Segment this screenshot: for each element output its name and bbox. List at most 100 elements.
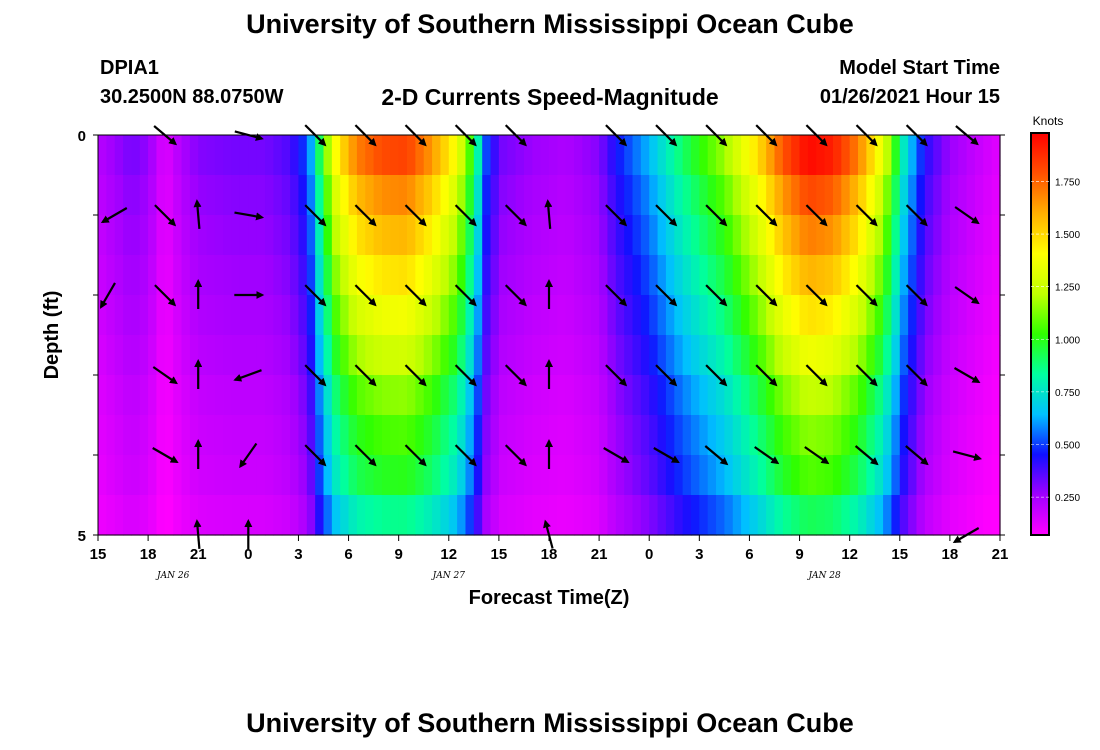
heatmap-cell bbox=[757, 375, 767, 416]
heatmap-cell bbox=[248, 495, 258, 536]
heatmap-cell bbox=[966, 135, 976, 176]
heatmap-cell bbox=[849, 495, 859, 536]
heatmap-cell bbox=[273, 495, 283, 536]
current-vector bbox=[100, 207, 128, 224]
heatmap-cell bbox=[574, 135, 584, 176]
heatmap-cell bbox=[716, 495, 725, 536]
heatmap-cell bbox=[858, 335, 867, 376]
heatmap-cell bbox=[490, 375, 500, 416]
heatmap-cell bbox=[599, 495, 609, 536]
heatmap-cell bbox=[599, 295, 609, 336]
heatmap-cell bbox=[223, 175, 233, 216]
heatmap-cell bbox=[465, 135, 475, 176]
current-vector bbox=[705, 364, 728, 387]
heatmap-cell bbox=[532, 175, 542, 216]
heatmap-cell bbox=[832, 415, 842, 456]
heatmap-cell bbox=[214, 495, 224, 536]
heatmap-cell bbox=[415, 295, 425, 336]
heatmap-cell bbox=[457, 175, 467, 216]
heatmap-cell bbox=[983, 255, 993, 296]
heatmap-cell bbox=[908, 415, 918, 456]
heatmap-cell bbox=[883, 175, 893, 216]
heatmap-cell bbox=[482, 135, 492, 176]
heatmap-cell bbox=[891, 415, 901, 456]
heatmap-cell bbox=[941, 455, 951, 496]
heatmap-cell bbox=[757, 295, 767, 336]
heatmap-cell bbox=[532, 495, 542, 536]
heatmap-cell bbox=[699, 255, 709, 296]
heatmap-cell bbox=[214, 455, 224, 496]
heatmap-cell bbox=[657, 415, 667, 456]
heatmap-cell bbox=[114, 295, 124, 336]
heatmap-cell bbox=[924, 375, 934, 416]
heatmap-cell bbox=[256, 415, 266, 456]
heatmap-cell bbox=[148, 175, 158, 216]
heatmap-cell bbox=[582, 335, 592, 376]
heatmap-cell bbox=[457, 415, 467, 456]
heatmap-cell bbox=[482, 375, 492, 416]
heatmap-cell bbox=[632, 375, 642, 416]
heatmap-cell bbox=[248, 415, 258, 456]
heatmap-cell bbox=[958, 135, 968, 176]
heatmap-cell bbox=[615, 295, 625, 336]
heatmap-cell bbox=[958, 375, 968, 416]
heatmap-cell bbox=[741, 135, 751, 176]
heatmap-cell bbox=[206, 415, 216, 456]
heatmap-cell bbox=[674, 215, 684, 256]
heatmap-cell bbox=[482, 175, 492, 216]
current-vector bbox=[905, 204, 928, 227]
heatmap-cell bbox=[214, 215, 224, 256]
heatmap-cell bbox=[791, 255, 801, 296]
heatmap-cell bbox=[265, 335, 274, 376]
heatmap-cell bbox=[899, 255, 909, 296]
heatmap-cell bbox=[139, 295, 149, 336]
x-tick-label: 15 bbox=[491, 546, 508, 563]
heatmap-cell bbox=[273, 295, 283, 336]
heatmap-cell bbox=[615, 255, 625, 296]
heatmap-cell bbox=[490, 335, 500, 376]
heatmap-cell bbox=[841, 135, 851, 176]
heatmap-cell bbox=[858, 495, 867, 536]
heatmap-cell bbox=[106, 455, 116, 496]
heatmap-cell bbox=[757, 335, 767, 376]
heatmap-cell bbox=[223, 135, 233, 176]
heatmap-cell bbox=[256, 175, 266, 216]
heatmap-cell bbox=[974, 295, 984, 336]
heatmap-cell bbox=[448, 455, 458, 496]
heatmap-cell bbox=[298, 495, 308, 536]
heatmap-cell bbox=[373, 375, 383, 416]
heatmap-cell bbox=[832, 255, 842, 296]
heatmap-cell bbox=[657, 215, 667, 256]
heatmap-cell bbox=[407, 255, 416, 296]
heatmap-cell bbox=[983, 335, 993, 376]
heatmap-cell bbox=[290, 135, 300, 176]
heatmap-cell bbox=[799, 255, 809, 296]
heatmap-cell bbox=[265, 375, 274, 416]
heatmap-cell bbox=[841, 375, 851, 416]
heatmap-cell bbox=[749, 415, 759, 456]
heatmap-cell bbox=[432, 135, 442, 176]
heatmap-cell bbox=[507, 295, 517, 336]
heatmap-cell bbox=[640, 295, 650, 336]
current-vector bbox=[655, 364, 678, 387]
current-vector bbox=[605, 204, 628, 227]
heatmap-cell bbox=[690, 135, 700, 176]
heatmap-cell bbox=[532, 335, 542, 376]
heatmap-cell bbox=[983, 215, 993, 256]
heatmap-cell bbox=[649, 455, 659, 496]
heatmap-cell bbox=[515, 335, 525, 376]
heatmap-cell bbox=[398, 455, 408, 496]
heatmap-cell bbox=[607, 175, 617, 216]
heatmap-cell bbox=[231, 415, 241, 456]
model-start-label: Model Start Time bbox=[839, 57, 1000, 79]
heatmap-cell bbox=[682, 215, 692, 256]
heatmap-cell bbox=[231, 495, 241, 536]
heatmap-cell bbox=[732, 375, 742, 416]
heatmap-cell bbox=[674, 335, 684, 376]
x-tick-label: 21 bbox=[190, 546, 207, 563]
heatmap-cell bbox=[532, 135, 542, 176]
heatmap-cell bbox=[908, 455, 918, 496]
heatmap-cell bbox=[164, 335, 174, 376]
heatmap-cell bbox=[699, 375, 709, 416]
heatmap-cell bbox=[732, 415, 742, 456]
